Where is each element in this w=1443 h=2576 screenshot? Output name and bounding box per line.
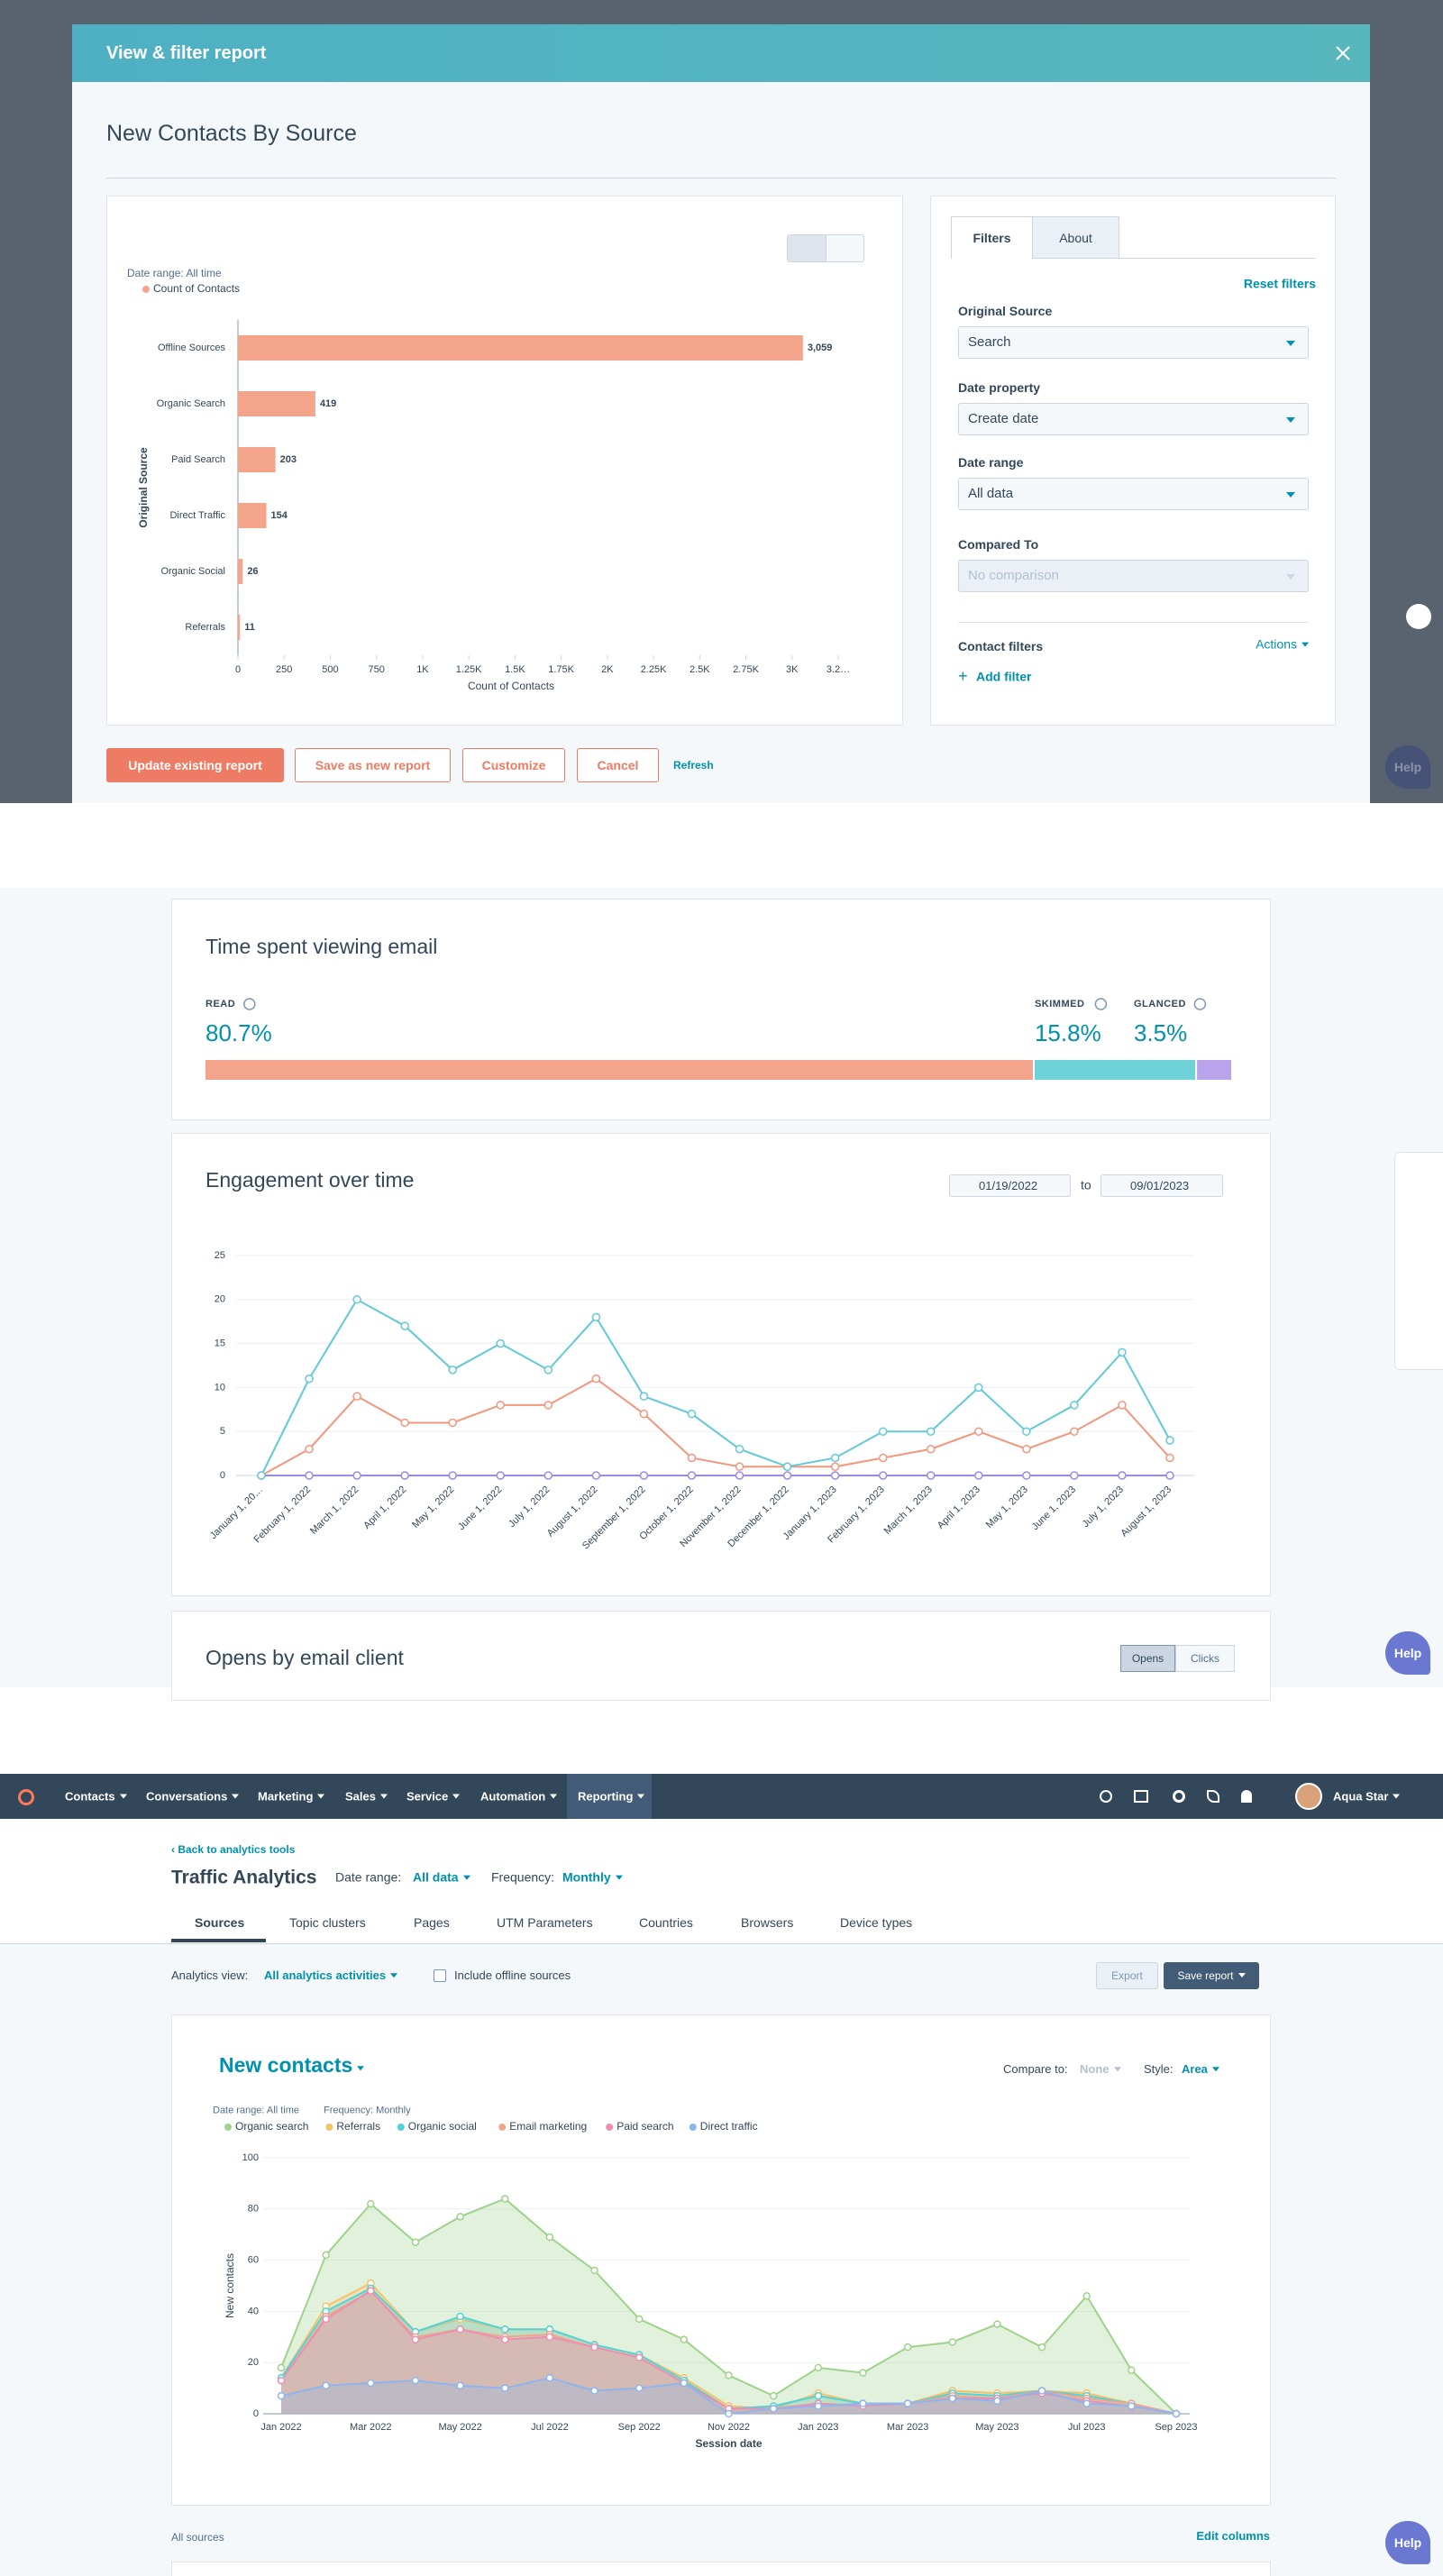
edit-columns[interactable]: Edit columns (1196, 2529, 1270, 2544)
filter-select[interactable]: Create date (958, 403, 1309, 435)
marketplace-icon[interactable] (1134, 1790, 1148, 1803)
compare-select[interactable]: None (1080, 2062, 1121, 2077)
nav-item[interactable]: Service (406, 1790, 460, 1804)
view-toggle[interactable] (787, 234, 864, 262)
chat-icon[interactable] (1406, 604, 1431, 629)
filter-label: Date property (958, 380, 1041, 395)
tab[interactable]: Countries (639, 1915, 693, 1930)
time-spent-card (171, 899, 1271, 1120)
help-button[interactable]: Help (1385, 745, 1430, 789)
add-filter[interactable]: Add filter (976, 669, 1032, 684)
update-report-button[interactable]: Update existing report (106, 748, 284, 782)
page-title: Traffic Analytics (171, 1867, 317, 1888)
customize-button[interactable]: Customize (462, 748, 565, 782)
cancel-button[interactable]: Cancel (577, 748, 659, 782)
chart-card (106, 196, 903, 726)
tab[interactable]: Pages (414, 1915, 450, 1930)
metric-select[interactable]: New contacts (219, 2053, 364, 2078)
frequency-label: Frequency: (491, 1869, 555, 1885)
modal-title: View & filter report (106, 43, 267, 63)
chart-frequency: Frequency: Monthly (324, 2105, 411, 2116)
filter-select[interactable]: All data (958, 478, 1309, 510)
filter-label: Original Source (958, 304, 1053, 318)
calling-icon[interactable] (1207, 1790, 1219, 1803)
tab[interactable]: UTM Parameters (497, 1915, 593, 1930)
date-range-label: Date range: (335, 1869, 402, 1885)
report-title: New Contacts By Source (106, 121, 357, 146)
start-date-input[interactable]: 01/19/2022 (949, 1174, 1071, 1197)
search-icon[interactable] (1100, 1790, 1112, 1803)
all-sources[interactable]: All sources (171, 2530, 224, 2544)
avatar[interactable] (1295, 1783, 1322, 1810)
close-button[interactable] (1334, 44, 1352, 62)
tab[interactable]: Browsers (741, 1915, 794, 1930)
modal-header (72, 24, 1370, 82)
back-link-text[interactable]: Back to analytics tools (178, 1842, 296, 1856)
date-range-select[interactable]: All data (413, 1870, 470, 1886)
filter-select[interactable]: Search (958, 326, 1309, 359)
toggle-clicks[interactable]: Clicks (1175, 1645, 1235, 1672)
tab[interactable]: Topic clusters (289, 1915, 366, 1930)
offline-label: Include offline sources (454, 1969, 571, 1983)
nav-item[interactable]: Reporting (578, 1790, 644, 1804)
filter-select: No comparison (958, 560, 1309, 592)
refresh-link[interactable]: Refresh (673, 758, 714, 772)
tab-filters[interactable]: Filters (951, 216, 1033, 259)
traffic-chart-card (171, 2014, 1271, 2506)
settings-icon[interactable] (1173, 1790, 1185, 1803)
back-link[interactable]: ‹ Back to analytics tools (171, 1842, 296, 1856)
top-nav (0, 1774, 1443, 1819)
view-label: Analytics view: (171, 1969, 249, 1983)
tab-underline (171, 1939, 266, 1942)
toggle-opens[interactable]: Opens (1120, 1645, 1175, 1672)
notifications-icon[interactable] (1241, 1790, 1252, 1803)
chart-view-button[interactable] (788, 235, 827, 261)
engagement-card (171, 1133, 1271, 1596)
help-button[interactable]: Help (1385, 1631, 1430, 1675)
contact-filters: Contact filters (958, 639, 1044, 653)
date-separator: to (1081, 1177, 1091, 1192)
side-toolbar (1394, 1152, 1443, 1370)
frequency-select[interactable]: Monthly (562, 1870, 623, 1886)
tab-line (1119, 258, 1316, 259)
end-date-input[interactable]: 09/01/2023 (1101, 1174, 1223, 1197)
nav-item[interactable]: Contacts (65, 1790, 127, 1804)
card-title: Engagement over time (205, 1168, 415, 1192)
tab[interactable]: Device types (840, 1915, 913, 1930)
chart-date-range: Date range: All time (213, 2105, 299, 2116)
card-title: Time spent viewing email (205, 935, 438, 959)
filter-label: Date range (958, 455, 1024, 470)
style-label: Style: (1144, 2062, 1174, 2077)
reset-filters[interactable]: Reset filters (1243, 276, 1316, 291)
opens-card (171, 1611, 1271, 1701)
nav-item[interactable]: Marketing (258, 1790, 324, 1804)
export-button[interactable]: Export (1096, 1962, 1158, 1989)
nav-item[interactable]: Conversations (146, 1790, 239, 1804)
compare-label: Compare to: (1003, 2062, 1068, 2077)
save-new-button[interactable]: Save as new report (295, 748, 451, 782)
tab[interactable]: Sources (195, 1915, 245, 1930)
filter-label: Compared To (958, 537, 1039, 552)
table-card (171, 2562, 1271, 2576)
style-select[interactable]: Area (1182, 2062, 1219, 2077)
nav-item[interactable]: Automation (480, 1790, 557, 1804)
date-range-note: Date range: All time (127, 266, 222, 279)
logo[interactable] (18, 1789, 34, 1805)
view-select[interactable]: All analytics activities (264, 1969, 397, 1983)
user-menu[interactable]: Aqua Star (1333, 1790, 1400, 1804)
nav-item[interactable]: Sales (345, 1790, 388, 1804)
add-filter-icon[interactable]: + (958, 667, 968, 686)
offline-checkbox[interactable] (434, 1969, 446, 1982)
divider (958, 622, 1309, 623)
actions-menu[interactable]: Actions (1256, 637, 1309, 653)
tab-about[interactable]: About (1032, 216, 1119, 259)
help-button[interactable]: Help (1385, 2521, 1430, 2564)
save-report-button[interactable]: Save report (1164, 1962, 1259, 1989)
card-title: Opens by email client (205, 1646, 404, 1670)
